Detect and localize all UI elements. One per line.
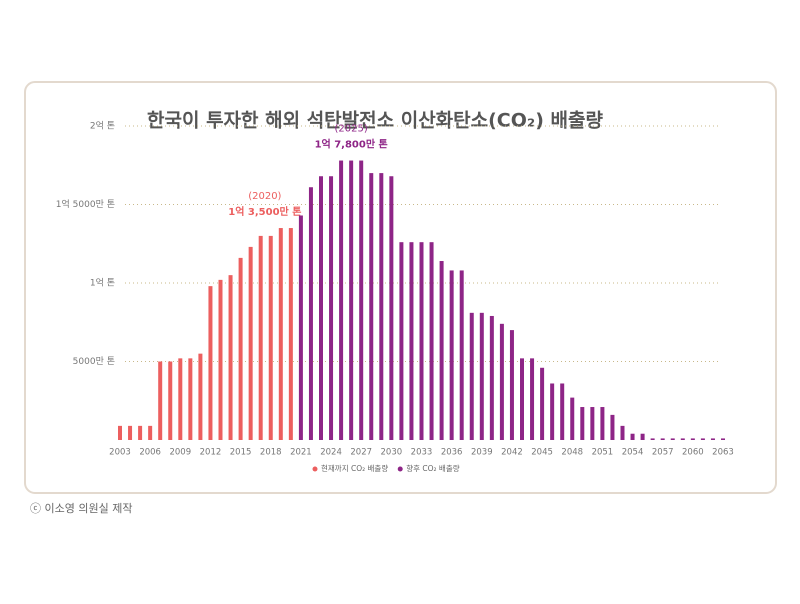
bar <box>148 425 153 440</box>
bar <box>168 361 173 440</box>
annotation-text: 1억 3,500만 톤 <box>228 205 301 218</box>
bar <box>670 438 675 440</box>
y-tick-label: 1억 톤 <box>90 277 115 289</box>
x-tick-label: 2045 <box>531 448 553 458</box>
x-tick-label: 2018 <box>260 448 282 458</box>
y-tick-label: 5000만 톤 <box>73 356 115 367</box>
bar <box>218 279 223 440</box>
x-tick-label: 2054 <box>622 448 644 458</box>
chart-title: 한국이 투자한 해외 석탄발전소 이산화탄소(CO₂) 배출량 <box>147 110 603 132</box>
bar <box>248 246 253 440</box>
bar <box>600 407 605 440</box>
bar <box>690 438 695 440</box>
bar <box>640 433 645 440</box>
x-tick-label: 2021 <box>290 448 312 458</box>
x-tick-label: 2006 <box>139 448 161 458</box>
bar <box>379 173 384 440</box>
bar <box>580 407 585 440</box>
bar <box>449 270 454 440</box>
bar <box>268 235 273 440</box>
x-tick-label: 2060 <box>682 448 704 458</box>
x-tick-label: 2042 <box>501 448 523 458</box>
bar <box>349 160 354 441</box>
bar <box>509 330 514 440</box>
bar <box>570 397 575 440</box>
bar <box>198 353 203 440</box>
bar <box>118 425 122 440</box>
bar <box>359 160 364 441</box>
bar <box>298 215 303 440</box>
bar <box>288 228 293 440</box>
bar <box>610 414 615 440</box>
bar <box>499 323 504 440</box>
bar <box>389 176 394 441</box>
x-tick-label: 2030 <box>381 448 403 458</box>
x-tick-label: 2024 <box>320 448 342 458</box>
x-tick-label: 2036 <box>441 448 463 458</box>
bar <box>660 438 665 440</box>
bar <box>489 315 494 440</box>
bar <box>680 438 685 440</box>
bar <box>319 176 323 441</box>
bar <box>630 433 635 440</box>
x-tick-label: 2012 <box>200 448 222 458</box>
x-tick-label: 2009 <box>169 448 191 458</box>
y-tick-label: 1억 5000만 톤 <box>56 198 115 210</box>
bar <box>439 261 444 440</box>
bar <box>550 383 555 440</box>
bar <box>188 358 193 440</box>
bar <box>329 176 334 441</box>
bar <box>469 312 474 440</box>
x-tick-label: 2003 <box>109 448 131 458</box>
y-tick-label: 2억 톤 <box>90 120 115 132</box>
annotation-text: 1억 7,800만 톤 <box>315 138 388 151</box>
bar <box>560 383 565 440</box>
bar <box>399 242 404 440</box>
bar <box>650 438 655 440</box>
bar <box>419 242 424 440</box>
x-tick-label: 2057 <box>652 448 674 458</box>
x-tick-label: 2027 <box>350 448 372 458</box>
bar <box>308 187 313 440</box>
x-tick-label: 2051 <box>592 448 614 458</box>
x-tick-label: 2015 <box>230 448 252 458</box>
bar <box>530 358 535 440</box>
bar <box>479 312 484 440</box>
annotation-label: (2025) <box>335 124 368 135</box>
annotation-label: (2020) <box>248 191 281 202</box>
legend-swatch <box>312 466 318 472</box>
bar <box>710 438 715 440</box>
x-tick-label: 2039 <box>471 448 493 458</box>
x-tick-label: 2033 <box>411 448 433 458</box>
bar <box>238 257 243 440</box>
bar <box>339 160 344 441</box>
bar <box>158 361 163 440</box>
bar <box>128 425 133 440</box>
legend-label: 향후 CO₂ 배출량 <box>406 463 460 473</box>
legend-label: 현재까지 CO₂ 배출량 <box>321 463 388 473</box>
bar <box>590 407 595 440</box>
bar <box>459 270 464 440</box>
bar <box>369 173 374 440</box>
bar <box>429 242 434 440</box>
bar <box>409 242 414 440</box>
x-tick-label: 2063 <box>712 448 734 458</box>
x-tick-label: 2048 <box>561 448 583 458</box>
bar <box>700 438 705 440</box>
bar <box>178 358 183 440</box>
legend-swatch <box>397 466 403 472</box>
bar <box>258 235 263 440</box>
bar <box>208 286 213 440</box>
bar <box>228 275 233 440</box>
bar <box>138 425 143 440</box>
source: ⓒ 이소영 의원실 제작 <box>30 502 132 515</box>
bar <box>540 367 545 440</box>
bar <box>520 358 524 440</box>
bar <box>278 228 283 440</box>
bar <box>620 425 625 440</box>
bar <box>721 438 725 440</box>
